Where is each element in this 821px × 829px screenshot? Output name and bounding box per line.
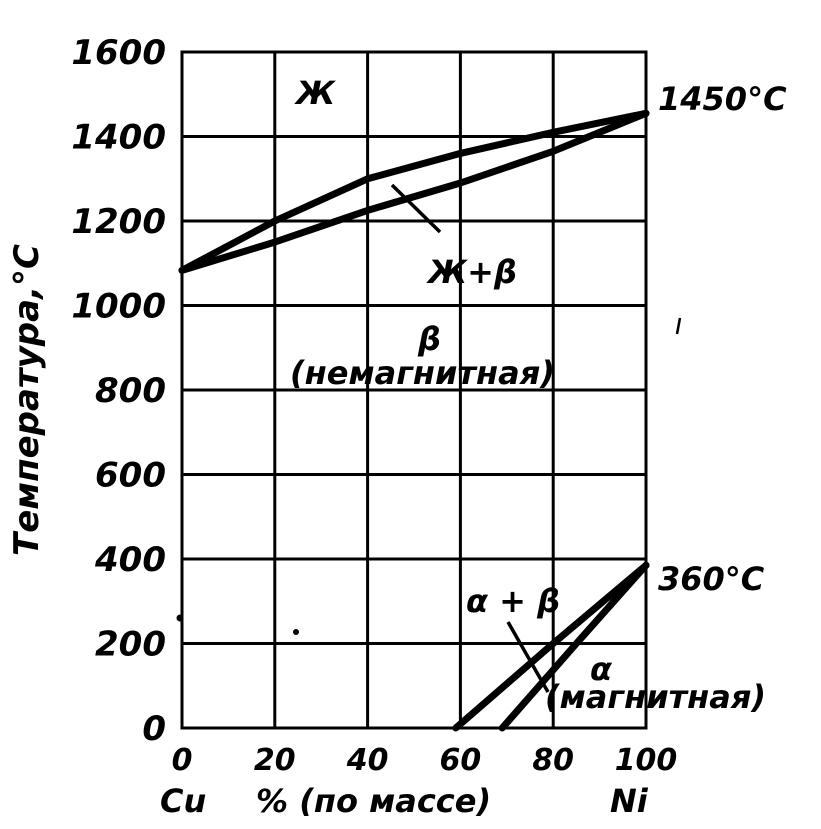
- x-tick-label: 80: [532, 743, 574, 778]
- x-tick-label: 100: [615, 743, 678, 778]
- x-axis-left-label: Cu: [160, 782, 206, 820]
- annotation-1450: 1450°C: [658, 80, 787, 118]
- region-beta-label: β: [417, 320, 441, 358]
- y-tick-label: 1000: [71, 287, 166, 327]
- y-tick-label: 1200: [71, 202, 166, 242]
- y-tick-label: 1400: [71, 118, 166, 158]
- y-tick-label: 800: [95, 371, 166, 411]
- y-axis-label: Температура,°C: [7, 244, 47, 556]
- x-axis-right-label: Ni: [610, 782, 649, 820]
- x-axis-middle-label: % (по массе): [256, 782, 491, 820]
- x-tick-label: 40: [346, 743, 389, 778]
- region-alpha-note: (магнитная): [545, 678, 766, 716]
- annotation-360: 360°C: [658, 560, 765, 598]
- speck-dot: [293, 629, 299, 635]
- y-tick-label: 1600: [71, 33, 166, 73]
- x-tick-label: 0: [172, 743, 193, 778]
- region-beta-note: (немагнитная): [290, 354, 555, 392]
- speck-mark: [677, 318, 680, 334]
- region-alpha-beta-label: α + β: [466, 582, 560, 620]
- region-liquid-label: Ж: [294, 74, 336, 112]
- x-tick-label: 60: [440, 743, 482, 778]
- region-liquid-beta-label: Ж+β: [426, 253, 517, 291]
- speck-dot: [177, 615, 184, 622]
- y-tick-label: 400: [94, 540, 166, 580]
- y-tick-label: 200: [95, 625, 166, 665]
- y-tick-label: 0: [142, 709, 166, 749]
- y-tick-label: 600: [95, 456, 166, 496]
- x-tick-label: 20: [254, 743, 296, 778]
